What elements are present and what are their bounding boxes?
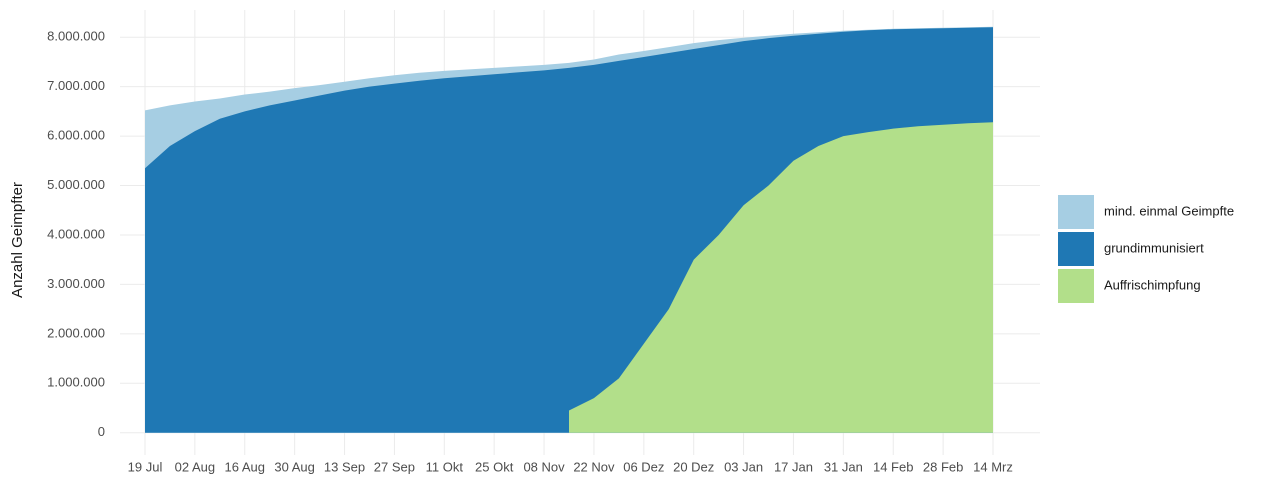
legend-text: Auffrischimpfung [1104,277,1201,292]
legend-key [1058,195,1094,229]
y-tick-label: 1.000.000 [47,375,105,390]
x-tick-label: 31 Jan [824,459,863,474]
y-tick-label: 3.000.000 [47,276,105,291]
x-tick-label: 03 Jan [724,459,763,474]
x-tick-label: 16 Aug [225,459,266,474]
x-tick-label: 13 Sep [324,459,365,474]
legend-key [1058,269,1094,303]
legend-key [1058,232,1094,266]
x-tick-label: 25 Okt [475,459,514,474]
x-tick-label: 02 Aug [175,459,216,474]
x-tick-label: 20 Dez [673,459,714,474]
x-tick-label: 11 Okt [426,459,464,474]
x-tick-label: 08 Nov [523,459,565,474]
y-tick-label: 2.000.000 [47,325,105,340]
x-tick-label: 06 Dez [623,459,664,474]
legend-text: mind. einmal Geimpfte [1104,203,1234,218]
x-tick-label: 14 Mrz [973,459,1013,474]
x-tick-label: 17 Jan [774,459,813,474]
x-tick-label: 22 Nov [573,459,615,474]
x-tick-label: 28 Feb [923,459,963,474]
y-axis-title: Anzahl Geimpfter [9,182,26,298]
x-tick-label: 27 Sep [374,459,415,474]
y-tick-label: 7.000.000 [47,78,105,93]
y-tick-label: 4.000.000 [47,226,105,241]
y-tick-label: 6.000.000 [47,128,105,143]
x-tick-label: 19 Jul [128,459,163,474]
x-tick-label: 30 Aug [274,459,315,474]
legend-text: grundimmunisiert [1104,240,1204,255]
area [569,122,993,433]
y-tick-label: 0 [98,424,105,439]
x-tick-label: 14 Feb [873,459,913,474]
y-tick-label: 8.000.000 [47,29,105,44]
y-tick-label: 5.000.000 [47,177,105,192]
